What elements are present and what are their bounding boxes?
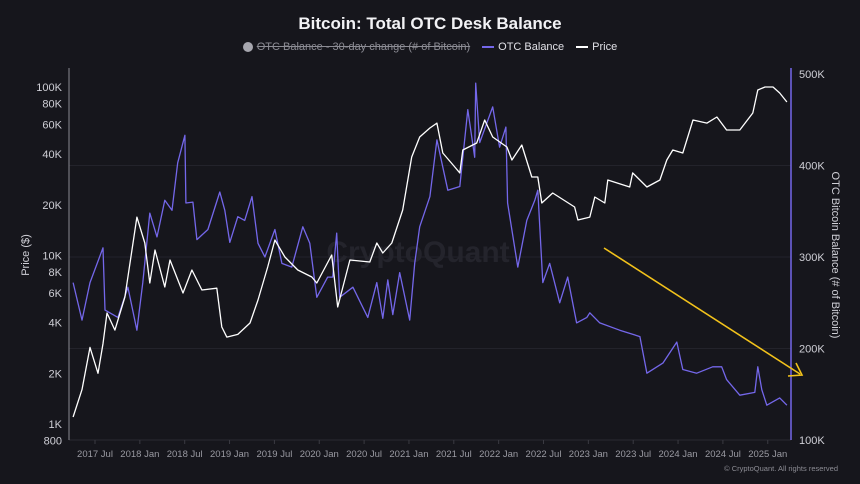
x-tick-label: 2023 Jul bbox=[615, 449, 651, 460]
x-tick-label: 2017 Jul bbox=[77, 449, 113, 460]
copyright-text: © CryptoQuant. All rights reserved bbox=[724, 464, 838, 473]
series-line-otc-balance bbox=[72, 82, 788, 406]
legend-marker-line bbox=[482, 46, 495, 48]
y-left-tick-label: 1K bbox=[49, 419, 63, 431]
legend-item-otc-balance[interactable]: OTC Balance bbox=[482, 41, 564, 53]
y-left-tick-label: 60K bbox=[42, 119, 62, 131]
chart-title: Bitcoin: Total OTC Desk Balance bbox=[298, 14, 562, 33]
x-tick-label: 2020 Jan bbox=[300, 449, 339, 460]
y-right-axis-label: OTC Bitcoin Balance (# of Bitcoin) bbox=[829, 172, 841, 339]
x-tick-label: 2023 Jan bbox=[569, 449, 608, 460]
y-left-tick-label: 2K bbox=[49, 368, 63, 380]
legend: OTC Balance - 30-day change (# of Bitcoi… bbox=[0, 41, 860, 53]
x-tick-label: 2021 Jan bbox=[389, 449, 428, 460]
series-group bbox=[72, 82, 788, 418]
y-left-tick-label: 10K bbox=[42, 251, 62, 263]
x-tick-label: 2018 Jan bbox=[120, 449, 159, 460]
tick-labels: 100K 80K 60K 40K 20K 10K 8K 6K 4K 2K 1K 800 500K 400K… bbox=[36, 69, 825, 460]
y-left-tick-label: 8K bbox=[49, 267, 63, 279]
legend-label: OTC Balance bbox=[498, 41, 565, 53]
legend-label: Price bbox=[592, 41, 618, 53]
x-tick-label: 2021 Jul bbox=[436, 449, 472, 460]
arrow-shaft bbox=[603, 247, 801, 375]
y-left-tick-label: 100K bbox=[36, 82, 62, 94]
x-tick-label: 2022 Jan bbox=[479, 449, 518, 460]
x-tick-label: 2018 Jul bbox=[167, 449, 203, 460]
y-left-tick-label: 4K bbox=[49, 318, 63, 330]
y-left-tick-label: 40K bbox=[42, 149, 62, 161]
series-line-price bbox=[72, 86, 788, 418]
y-right-tick-label: 500K bbox=[799, 69, 825, 81]
y-right-tick-label: 100K bbox=[799, 435, 825, 447]
y-left-tick-label: 6K bbox=[49, 288, 63, 300]
x-tick-label: 2019 Jan bbox=[210, 449, 249, 460]
gridlines bbox=[69, 165, 791, 441]
x-tick-label: 2022 Jul bbox=[526, 449, 562, 460]
y-right-tick-label: 300K bbox=[799, 252, 825, 264]
legend-item-price[interactable]: Price bbox=[576, 41, 617, 53]
y-right-tick-label: 200K bbox=[799, 344, 825, 356]
x-tick-label: 2025 Jan bbox=[748, 449, 787, 460]
legend-label: OTC Balance - 30-day change (# of Bitcoi… bbox=[256, 41, 471, 53]
x-tick-label: 2020 Jul bbox=[346, 449, 382, 460]
arrow-head bbox=[787, 362, 804, 377]
trend-arrow-annotation bbox=[603, 247, 804, 377]
y-left-tick-label: 20K bbox=[42, 200, 62, 212]
y-left-axis-label: Price ($) bbox=[20, 234, 32, 276]
y-right-tick-label: 400K bbox=[799, 161, 825, 173]
y-left-tick-label: 80K bbox=[42, 98, 62, 110]
legend-item-30day-change[interactable]: OTC Balance - 30-day change (# of Bitcoi… bbox=[242, 41, 471, 53]
legend-marker-line bbox=[576, 46, 589, 48]
x-tick-label: 2024 Jul bbox=[705, 449, 741, 460]
x-tick-label: 2019 Jul bbox=[256, 449, 292, 460]
x-tick-label: 2024 Jan bbox=[659, 449, 698, 460]
y-left-tick-label: 800 bbox=[44, 435, 62, 447]
legend-marker-circle bbox=[242, 42, 253, 52]
